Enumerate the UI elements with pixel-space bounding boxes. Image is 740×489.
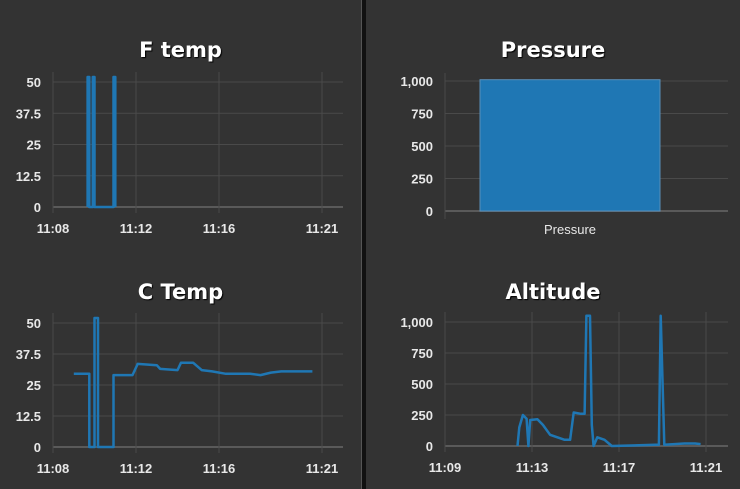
f-temp-chart: F temp 0 12.5 25 37.5 50 11:08 11:12 11:16 11:21 [0, 0, 361, 245]
altitude-chart: Altitude 0 250 500 750 1,000 11:09 11:13 11:17 1… [366, 245, 740, 489]
y-tick-label: 50 [27, 316, 41, 331]
y-tick-label: 250 [411, 408, 433, 423]
pressure-chart: Pressure 0 250 500 750 1,000 Pressure [366, 0, 740, 245]
x-category-label: Pressure [544, 222, 596, 237]
y-tick-label: 37.5 [16, 347, 41, 362]
x-tick-label: 11:21 [306, 221, 339, 236]
y-tick-label: 750 [411, 346, 433, 361]
x-tick-label: 11:21 [306, 461, 339, 476]
series-line[interactable] [73, 316, 313, 449]
x-tick-label: 11:21 [690, 460, 723, 475]
pressure-plot: 0 250 500 750 1,000 Pressure [400, 73, 728, 237]
y-tick-label: 50 [27, 75, 41, 90]
x-tick-label: 11:08 [37, 461, 70, 476]
y-tick-label: 250 [411, 172, 433, 187]
y-tick-label: 0 [34, 200, 41, 215]
y-tick-label: 0 [426, 439, 433, 454]
y-tick-label: 500 [411, 377, 433, 392]
x-tick-label: 11:13 [516, 460, 549, 475]
x-tick-label: 11:12 [120, 461, 153, 476]
y-tick-label: 37.5 [16, 106, 41, 121]
x-tick-label: 11:08 [37, 221, 70, 236]
pressure-bar[interactable] [479, 79, 661, 212]
x-tick-label: 11:09 [429, 460, 462, 475]
series-line[interactable] [516, 314, 701, 448]
c-temp-chart: C Temp 0 12.5 25 37.5 50 11:08 11:12 11:16 11:21 [0, 245, 361, 489]
x-tick-label: 11:12 [120, 221, 153, 236]
y-tick-label: 0 [34, 440, 41, 455]
x-tick-label: 11:16 [203, 461, 236, 476]
y-tick-label: 500 [411, 139, 433, 154]
chart-title: Pressure [500, 38, 606, 62]
y-tick-label: 12.5 [16, 169, 41, 184]
y-tick-label: 25 [27, 378, 41, 393]
c-temp-plot: 0 12.5 25 37.5 50 11:08 11:12 11:16 11:21 [16, 313, 343, 476]
x-tick-label: 11:17 [603, 460, 636, 475]
chart-title: C Temp [137, 280, 224, 304]
y-tick-label: 12.5 [16, 409, 41, 424]
chart-title: Altitude [505, 280, 601, 304]
column-divider [361, 0, 366, 489]
series-line[interactable] [86, 75, 117, 209]
x-tick-label: 11:16 [203, 221, 236, 236]
y-tick-label: 1,000 [400, 315, 433, 330]
y-tick-label: 750 [411, 107, 433, 122]
y-tick-label: 0 [426, 204, 433, 219]
altitude-plot: 0 250 500 750 1,000 11:09 11:13 11:17 11:21 [400, 312, 728, 475]
y-tick-label: 25 [27, 138, 41, 153]
f-temp-plot: 0 12.5 25 37.5 50 11:08 11:12 11:16 11:21 [16, 72, 343, 236]
chart-title: F temp [139, 38, 222, 62]
y-tick-label: 1,000 [400, 74, 433, 89]
